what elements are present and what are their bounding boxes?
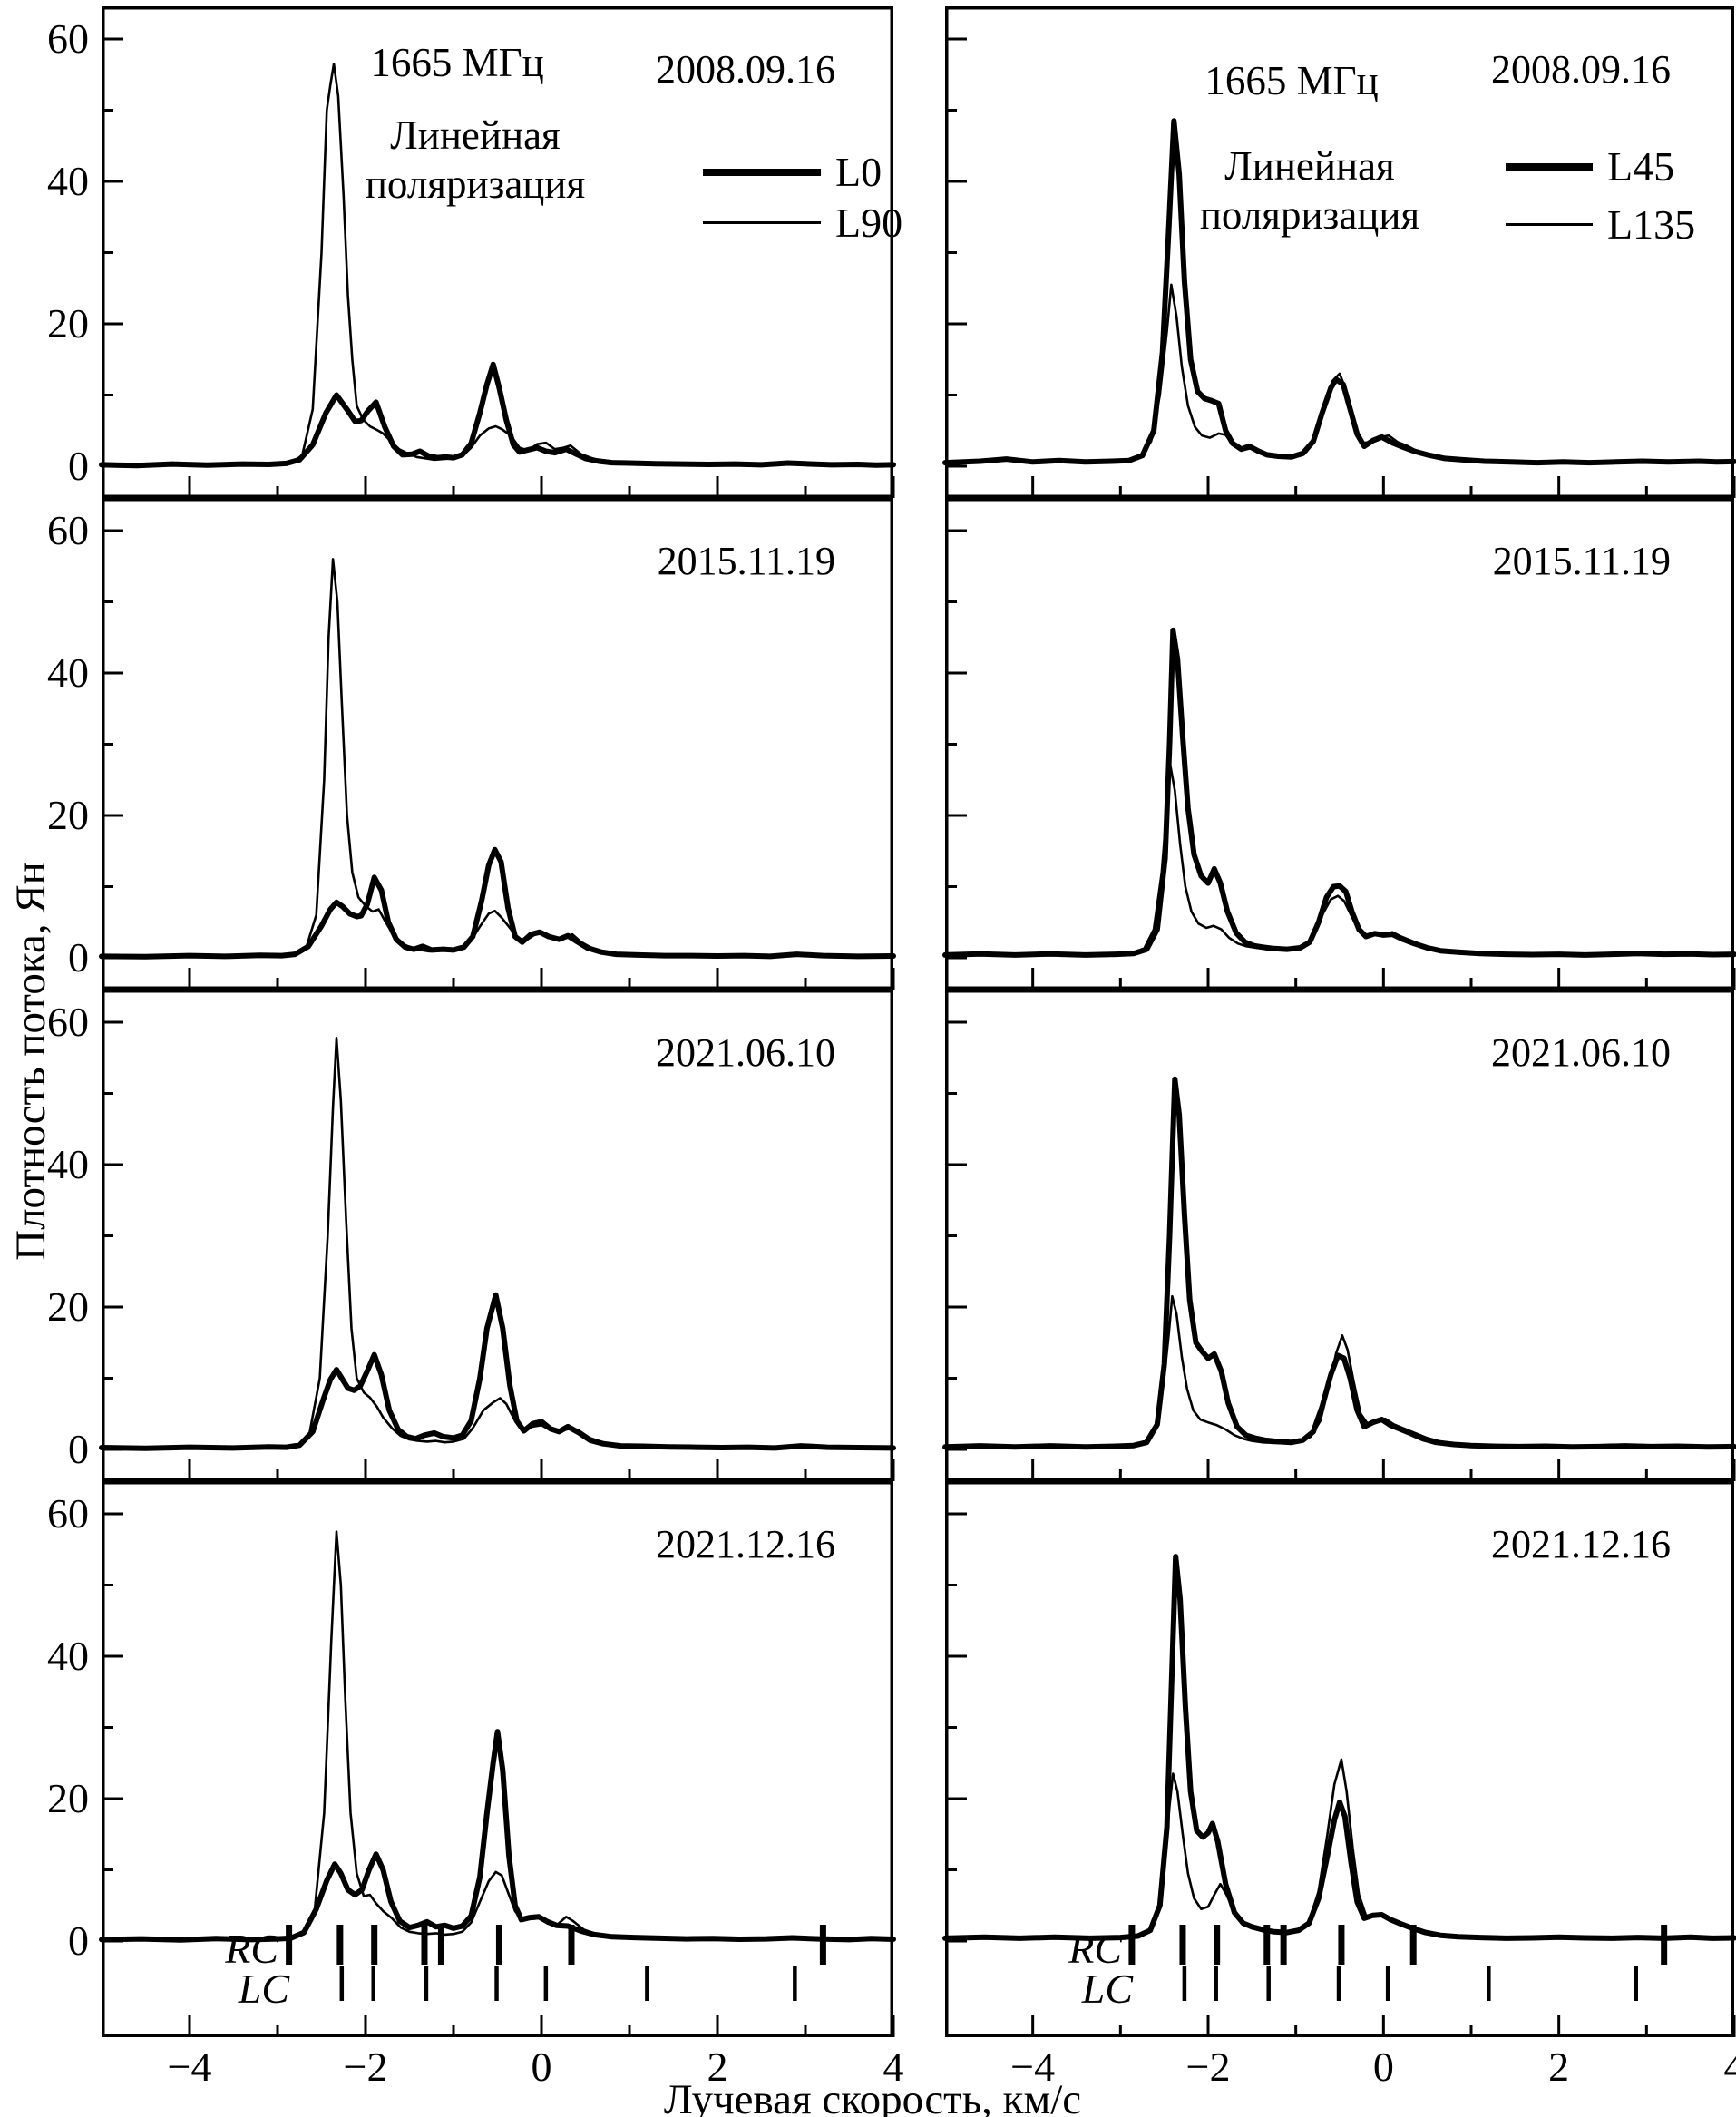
y-tick-label: 20: [47, 300, 89, 346]
x-tick-label: −2: [343, 2044, 388, 2090]
panel-border: [945, 498, 1734, 990]
panel-border: [102, 990, 893, 1481]
y-tick-label: 40: [47, 649, 89, 696]
y-tick-label: 20: [47, 1775, 89, 1821]
x-tick-label: 4: [1723, 2044, 1736, 2090]
spectrum-curve-L45: [942, 1076, 1736, 1450]
x-axis-title: Лучевая скорость, км/с: [663, 2076, 1082, 2117]
y-tick-label: 60: [47, 1490, 89, 1537]
x-tick-label: 2: [707, 2044, 728, 2090]
x-tick-label: −4: [167, 2044, 212, 2090]
panel-border: [945, 990, 1734, 1481]
spectrum-curve-L90: [100, 1530, 895, 1941]
spectrum-curve-L135: [943, 283, 1736, 464]
y-tick-label: 20: [47, 1283, 89, 1330]
y-tick-label: 60: [47, 999, 89, 1045]
x-tick-label: −2: [1185, 2044, 1231, 2090]
spectrum-curve-L0: [99, 846, 896, 960]
y-tick-label: 40: [47, 1141, 89, 1187]
spectrum-curve-L135: [943, 1758, 1736, 1940]
spectrum-curve-L45: [942, 627, 1736, 958]
spectrum-curve-L0: [99, 361, 896, 469]
y-axis-title: Плотность потока, Ян: [7, 862, 54, 1261]
x-tick-label: 0: [1372, 2044, 1394, 2090]
spectrum-curve-L0: [99, 1292, 896, 1451]
spectrum-curve-L90: [100, 63, 895, 466]
spectrum-curve-L45: [942, 1554, 1736, 1941]
spectrum-curve-L135: [943, 1294, 1736, 1449]
panel-border: [102, 6, 893, 498]
spectrum-curve-L0: [99, 1729, 896, 1943]
y-tick-label: 40: [47, 1633, 89, 1679]
y-tick-label: 0: [68, 1426, 89, 1472]
spectrum-curve-L90: [100, 1037, 895, 1449]
y-tick-label: 20: [47, 792, 89, 838]
x-tick-label: 2: [1548, 2044, 1570, 2090]
y-tick-label: 0: [68, 934, 89, 980]
panel-border: [102, 1481, 893, 2037]
y-tick-label: 60: [47, 15, 89, 62]
y-tick-label: 0: [68, 443, 89, 489]
x-tick-label: −4: [1010, 2044, 1056, 2090]
y-tick-label: 40: [47, 158, 89, 204]
x-tick-label: 4: [883, 2044, 904, 2090]
spectrum-curve-L90: [100, 558, 895, 958]
x-tick-label: 0: [531, 2044, 552, 2090]
y-tick-label: 0: [68, 1917, 89, 1964]
spectrum-curve-L135: [943, 764, 1736, 957]
y-tick-label: 60: [47, 507, 89, 553]
spectrum-curve-L45: [942, 118, 1736, 466]
panel-border: [945, 1481, 1734, 2037]
panel-border: [945, 6, 1734, 498]
